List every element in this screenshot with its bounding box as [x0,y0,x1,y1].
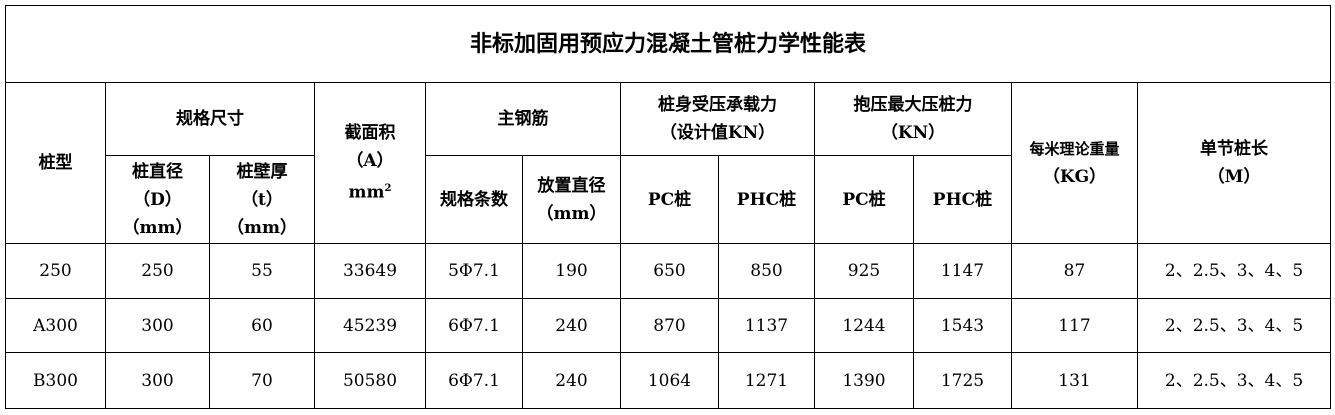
cell: 5Φ7.1 [425,243,523,299]
weight-label: 每米理论重量 [1029,140,1120,158]
cell: 1543 [913,298,1012,353]
table-row: B300 300 70 50580 6Φ7.1 240 1064 1271 1390 1725 13… [5,352,1332,409]
cell: 240 [522,298,621,353]
cell: 2、2.5、3、4、5 [1136,243,1332,299]
cell: 45239 [314,298,426,353]
cell: 2、2.5、3、4、5 [1136,352,1332,409]
header-steel-count: 规格条数 [425,155,523,244]
header-bearing-phc: PHC桩 [718,155,815,244]
cell: A300 [5,298,106,353]
cell: B300 [5,352,106,409]
area-unit: mm2 [348,182,392,203]
cell: 6Φ7.1 [425,298,523,353]
weight-unit: （KG） [1042,167,1107,187]
header-length: 单节桩长 （M） [1136,82,1332,244]
area-label: 截面积 [344,123,396,144]
cell: 6Φ7.1 [425,352,523,409]
header-steel-dia: 放置直径 （mm） [522,155,621,244]
header-pile-type: 桩型 [5,82,106,244]
header-uplift-pc: PC桩 [814,155,914,244]
cell: 60 [209,298,315,353]
cell: 1137 [718,298,815,353]
pile-mechanics-table: 非标加固用预应力混凝土管桩力学性能表 桩型 规格尺寸 截面积 （A） mm2 主… [4,5,1332,409]
cell: 1390 [814,352,914,409]
bearing-unit: （设计值KN） [659,123,776,143]
cell: 1147 [913,243,1012,299]
cell: 300 [105,352,210,409]
cell: 250 [105,243,210,299]
header-wall: 桩壁厚 （t） （mm） [209,155,315,244]
header-area: 截面积 （A） mm2 [314,82,426,244]
cell: 1271 [718,352,815,409]
cell: 250 [5,243,106,299]
cell: 87 [1011,243,1138,299]
bearing-label: 桩身受压承载力 [658,95,777,115]
length-label: 单节桩长 [1200,139,1269,159]
header-uplift: 抱压最大压桩力 （KN） [814,82,1012,156]
cell: 1725 [913,352,1012,409]
uplift-unit: （KN） [880,123,946,143]
uplift-label: 抱压最大压桩力 [853,95,973,115]
header-bearing: 桩身受压承载力 （设计值KN） [620,82,815,156]
header-spec-size: 规格尺寸 [105,82,315,156]
header-steel: 主钢筋 [425,82,621,156]
cell: 55 [209,243,315,299]
header-diameter: 桩直径 （D） （mm） [105,155,210,244]
cell: 850 [718,243,815,299]
table-title: 非标加固用预应力混凝土管桩力学性能表 [4,5,1332,83]
cell: 190 [522,243,621,299]
header-uplift-phc: PHC桩 [913,155,1012,244]
length-unit: （M） [1207,167,1261,187]
cell: 870 [620,298,719,353]
table-row: 250 250 55 33649 5Φ7.1 190 650 850 925 1147 87 2、2.… [5,243,1332,299]
cell: 925 [814,243,914,299]
cell: 70 [209,352,315,409]
cell: 1244 [814,298,914,353]
cell: 300 [105,298,210,353]
cell: 33649 [314,243,426,299]
cell: 240 [522,352,621,409]
header-weight: 每米理论重量 （KG） [1011,82,1138,244]
cell: 50580 [314,352,426,409]
cell: 2、2.5、3、4、5 [1136,298,1332,353]
header-bearing-pc: PC桩 [620,155,719,244]
cell: 131 [1011,352,1138,409]
table-row: A300 300 60 45239 6Φ7.1 240 870 1137 1244 1543 117… [5,298,1332,353]
cell: 650 [620,243,719,299]
cell: 1064 [620,352,719,409]
cell: 117 [1011,298,1138,353]
area-symbol: （A） [346,151,394,172]
